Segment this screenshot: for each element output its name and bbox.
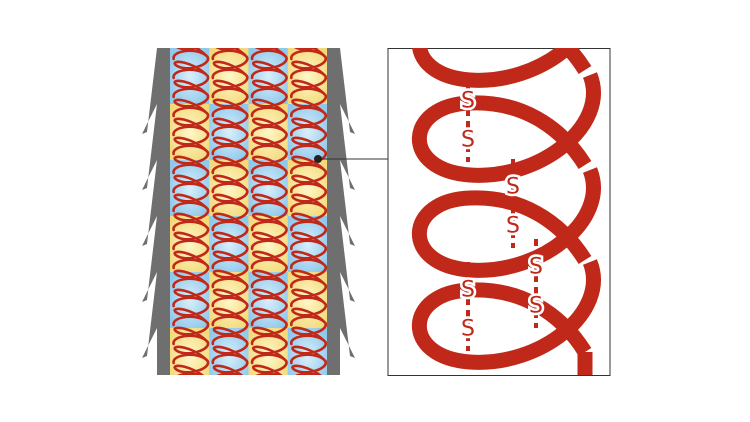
alpha-helix-coils xyxy=(172,48,327,375)
helix-coil xyxy=(211,48,249,375)
sulfur-label: S xyxy=(461,317,475,342)
sulfur-label: S xyxy=(506,214,520,239)
cell-yellow xyxy=(209,48,249,105)
sheath-right xyxy=(327,48,355,375)
helix-coil xyxy=(290,48,327,375)
cell-blue xyxy=(170,48,210,105)
helix-turn xyxy=(411,259,601,370)
helix-coil xyxy=(250,48,288,375)
helix-turn xyxy=(411,167,601,278)
sulfur-label: S xyxy=(461,278,475,303)
sulfur-label: S xyxy=(506,175,520,200)
helix-turn xyxy=(411,72,601,183)
sulfur-label: S xyxy=(529,255,543,280)
callout-dot xyxy=(314,155,322,163)
sheath-left xyxy=(142,48,170,375)
helix-turn xyxy=(412,48,592,88)
sulfur-label: S xyxy=(461,128,475,153)
cell-yellow xyxy=(287,48,327,105)
cell-yellow xyxy=(170,104,210,161)
helix-detail xyxy=(411,48,601,375)
cell-blue xyxy=(209,104,249,161)
sulfur-label: S xyxy=(529,294,543,319)
helix-coil xyxy=(172,48,210,375)
cell-blue xyxy=(248,48,289,105)
cell-blue xyxy=(287,104,327,161)
cell-yellow xyxy=(248,104,289,161)
fiber-sheath xyxy=(142,48,355,375)
sulfur-label: S xyxy=(461,89,475,114)
